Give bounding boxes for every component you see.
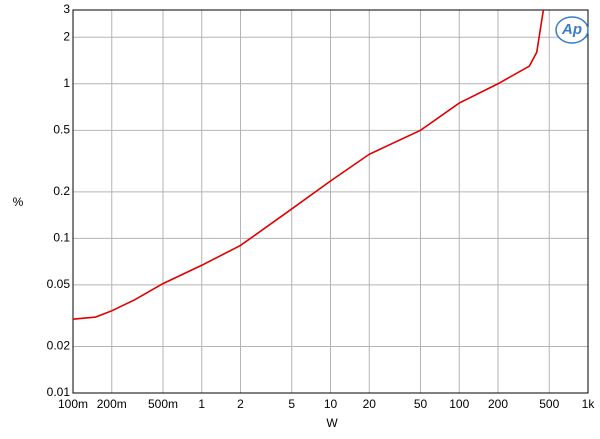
y-tick-label: 0.01 — [47, 385, 71, 399]
x-tick-label: 200m — [97, 397, 127, 411]
x-tick-label: 10 — [324, 397, 338, 411]
x-tick-label: 500m — [148, 397, 178, 411]
x-tick-label: 100 — [449, 397, 469, 411]
x-tick-label: 20 — [363, 397, 377, 411]
x-tick-label: 500 — [539, 397, 559, 411]
x-axis-label: W — [326, 416, 338, 430]
y-tick-label: 0.05 — [47, 277, 71, 291]
y-tick-label: 2 — [63, 29, 70, 43]
y-tick-label: 0.5 — [53, 122, 70, 136]
plot-frame — [72, 9, 589, 394]
x-tick-label: 50 — [414, 397, 428, 411]
logo-text: Ap — [561, 21, 582, 38]
x-tick-label: 5 — [288, 397, 295, 411]
x-tick-label: 1k — [582, 397, 596, 411]
x-tick-label: 2 — [237, 397, 244, 411]
x-tick-label: 1 — [198, 397, 205, 411]
y-tick-label: 0.1 — [53, 231, 70, 245]
y-tick-label: 0.02 — [47, 339, 71, 353]
logo-badge — [555, 16, 589, 44]
x-tick-label: 200 — [488, 397, 508, 411]
line-series — [73, 10, 545, 321]
y-tick-label: 3 — [63, 2, 70, 16]
y-tick-label: 1 — [63, 76, 70, 90]
y-tick-label: 0.2 — [53, 184, 70, 198]
x-tick-label: 100m — [58, 397, 88, 411]
y-axis-label: % — [13, 195, 24, 209]
logo: Ap — [555, 16, 589, 44]
